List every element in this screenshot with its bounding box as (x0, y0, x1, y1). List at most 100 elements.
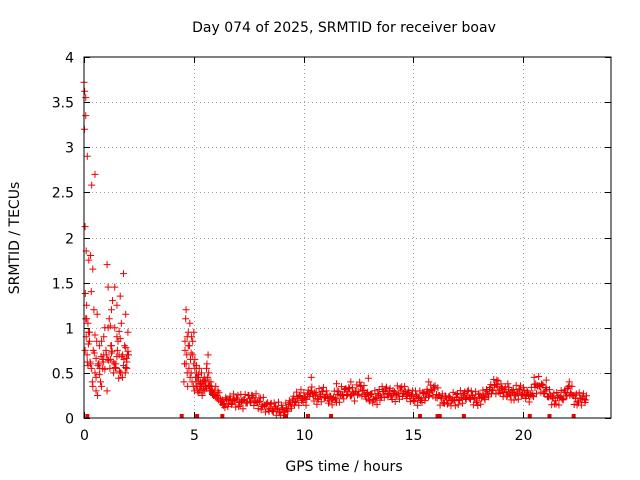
data-point (425, 391, 433, 399)
data-point (124, 328, 132, 336)
data-point (256, 394, 264, 402)
data-point (359, 386, 367, 394)
data-point (454, 401, 462, 409)
gap-marker (305, 414, 310, 418)
data-point (558, 394, 566, 402)
data-point (81, 289, 89, 297)
data-point (234, 391, 242, 399)
data-point (577, 401, 585, 409)
data-point (194, 389, 202, 397)
data-point (83, 152, 91, 160)
data-point (88, 364, 96, 372)
data-point (552, 400, 560, 408)
data-point (434, 384, 442, 392)
data-point (108, 347, 116, 355)
data-point (214, 394, 222, 402)
data-point (358, 392, 366, 400)
data-point (84, 362, 92, 370)
y-tick-label: 0.5 (52, 367, 74, 383)
data-point (89, 265, 97, 273)
data-point (523, 387, 531, 395)
gap-marker (329, 414, 334, 418)
data-point (81, 87, 89, 95)
data-point (537, 388, 545, 396)
data-point (319, 383, 327, 391)
data-point (227, 400, 235, 408)
data-point (111, 324, 119, 332)
data-point (103, 387, 111, 395)
data-point (202, 376, 210, 384)
data-point (84, 340, 92, 348)
data-point (98, 337, 106, 345)
data-point (474, 402, 482, 410)
data-point (348, 384, 356, 392)
data-point (307, 373, 315, 381)
data-point (497, 380, 505, 388)
data-point (295, 401, 303, 409)
x-tick-label: 5 (190, 428, 199, 444)
data-point (582, 392, 590, 400)
data-point (89, 382, 97, 390)
data-point (437, 393, 445, 401)
data-point (249, 393, 257, 401)
data-point (113, 346, 121, 354)
y-tick-label: 0 (65, 412, 74, 428)
data-point (343, 391, 351, 399)
y-tick-label: 1.5 (52, 277, 74, 293)
data-point (198, 391, 206, 399)
data-point (438, 394, 446, 402)
y-tick-label: 4 (65, 51, 74, 67)
x-tick-label: 20 (515, 428, 533, 444)
data-point (347, 378, 355, 386)
data-point (323, 390, 331, 398)
data-point (480, 394, 488, 402)
data-point (122, 310, 130, 318)
data-point (553, 388, 561, 396)
data-point (498, 384, 506, 392)
data-point (252, 390, 260, 398)
data-point (332, 394, 340, 402)
data-point (340, 395, 348, 403)
data-point (467, 387, 475, 395)
data-point (111, 283, 119, 291)
data-point (230, 390, 238, 398)
grid-lines (84, 57, 611, 418)
data-point (459, 399, 467, 407)
data-point (254, 405, 262, 413)
data-point (430, 385, 438, 393)
data-point (182, 315, 190, 323)
data-point (189, 337, 197, 345)
data-point (201, 378, 209, 386)
data-point (481, 396, 489, 404)
data-point (82, 94, 90, 102)
data-point (296, 391, 304, 399)
data-point (97, 353, 105, 361)
data-point (88, 181, 96, 189)
data-point (96, 378, 104, 386)
data-point (93, 310, 101, 318)
data-point (102, 351, 110, 359)
data-point (100, 333, 108, 341)
data-point (183, 351, 191, 359)
data-point (548, 393, 556, 401)
data-point (303, 395, 311, 403)
data-point (525, 398, 533, 406)
data-point (319, 388, 327, 396)
data-point (467, 395, 475, 403)
data-point (124, 347, 132, 355)
data-point (269, 408, 277, 416)
data-point (313, 400, 321, 408)
data-point (290, 392, 298, 400)
data-point (380, 394, 388, 402)
data-point (293, 388, 301, 396)
data-point (322, 387, 330, 395)
data-point (517, 382, 525, 390)
data-point (490, 376, 498, 384)
data-point (90, 306, 98, 314)
data-point (464, 386, 472, 394)
data-point (510, 396, 518, 404)
data-point (98, 382, 106, 390)
data-point (92, 354, 100, 362)
data-point (284, 407, 292, 415)
chart-title: Day 074 of 2025, SRMTID for receiver boa… (192, 20, 496, 36)
